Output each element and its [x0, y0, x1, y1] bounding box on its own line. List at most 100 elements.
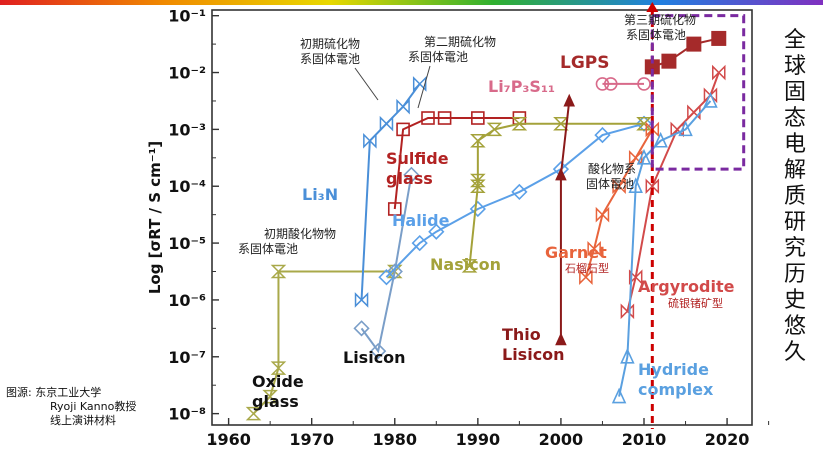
data-point [486, 122, 503, 137]
label-sulfide-glass: Sulfide [386, 149, 449, 168]
data-point [379, 115, 394, 132]
series-line [651, 37, 719, 68]
annot-first-sulfide: 系固体電池 [300, 52, 360, 66]
data-point [262, 389, 278, 404]
data-point [595, 206, 610, 223]
data-point [428, 223, 445, 240]
source-line3: 线上演讲材料 [50, 414, 116, 427]
series-halide [378, 115, 653, 286]
label-oxide-glass: Oxide [252, 372, 304, 391]
label-li7p3s11: Li₇P₃S₁₁ [488, 77, 555, 96]
data-point [470, 173, 486, 188]
y-tick-label: 10⁻⁷ [168, 348, 206, 367]
data-point [636, 148, 652, 165]
data-point [387, 202, 402, 216]
data-point [661, 53, 677, 69]
source-note: 图源: 东京工业大学 Ryoji Kanno教授 线上演讲材料 [6, 386, 136, 428]
label-hydride: Hydride [638, 360, 709, 379]
y-tick-label: 10⁻⁴ [168, 177, 206, 196]
data-point [628, 269, 643, 286]
divider-arrow [646, 2, 659, 12]
y-tick-label: 10⁻⁶ [168, 291, 206, 310]
data-point [396, 98, 410, 115]
label-garnet: Garnet [545, 243, 607, 262]
data-point [628, 177, 643, 194]
highlight-box [650, 14, 746, 171]
data-point [354, 292, 369, 308]
series-line [393, 117, 520, 210]
data-point [469, 200, 486, 218]
data-point [470, 134, 486, 148]
annot-second-sulfide: 第二期硫化物 [424, 34, 496, 49]
series-oxide-glass [245, 264, 403, 421]
y-axis-label: Log [σRT / S cm⁻¹] [146, 141, 164, 294]
source-line1: 东京工业大学 [35, 386, 102, 399]
x-tick-label: 1970 [289, 430, 334, 449]
x-tick-label: 1960 [206, 430, 251, 449]
data-point [386, 263, 403, 280]
series-li3n [354, 76, 427, 308]
series-line [618, 100, 712, 397]
data-point [412, 76, 427, 92]
series-garnet [579, 121, 660, 286]
data-point [645, 121, 660, 138]
data-point [587, 240, 601, 257]
label-halide: Halide [392, 211, 450, 230]
data-point [555, 332, 567, 346]
data-point [553, 116, 569, 131]
data-point [628, 149, 643, 166]
data-point [611, 387, 627, 404]
annot-first-oxide: 初期酸化物物 [264, 226, 336, 241]
series-thio-lisicon [555, 93, 576, 346]
data-point [471, 111, 485, 125]
label-garnet-cn: 石榴石型 [565, 261, 609, 275]
data-point [270, 264, 287, 279]
data-point [511, 183, 528, 201]
annot-first-sulfide: 初期硫化物 [300, 36, 360, 51]
data-point [637, 77, 651, 91]
x-tick-label: 2000 [539, 430, 584, 449]
annot-first-oxide: 系固体電池 [238, 242, 298, 256]
series-lisicon [353, 166, 420, 360]
y-tick-label: 10⁻³ [168, 120, 206, 139]
label-sulfide-glass: glass [386, 169, 433, 188]
label-hydride: complex [638, 380, 714, 399]
data-point [378, 269, 395, 286]
x-tick-label: 1990 [456, 430, 501, 449]
annot-leader [417, 65, 431, 109]
y-tick-label: 10⁻¹ [168, 7, 206, 26]
data-point [403, 166, 420, 183]
data-point [470, 179, 486, 193]
data-point [703, 92, 718, 108]
source-label: 图源: [6, 386, 32, 399]
data-point [353, 320, 370, 337]
data-point [686, 36, 702, 52]
series-line [360, 174, 413, 354]
data-point [612, 178, 626, 195]
data-point [645, 178, 660, 195]
data-point [603, 77, 618, 91]
annot-third-sulfide: 系固体電池 [626, 28, 686, 42]
data-point [579, 269, 593, 286]
series-hydride-complex [611, 92, 718, 404]
data-point [678, 120, 693, 137]
side-title: 全球固态电解质研究历史悠久 [783, 28, 806, 365]
annot-oxide-battery: 固体電池 [586, 177, 634, 191]
data-point [411, 234, 428, 252]
series-sulfide-glass [387, 111, 527, 216]
data-point [396, 122, 410, 137]
y-tick-label: 10⁻² [168, 64, 206, 83]
data-point [245, 406, 262, 421]
y-tick-label: 10⁻⁸ [168, 405, 206, 424]
label-nasicon: Nasicon [430, 255, 501, 274]
label-argyrodite-cn: 硫银锗矿型 [668, 296, 723, 310]
data-point [363, 132, 377, 149]
data-point [437, 111, 452, 125]
data-point [711, 30, 727, 46]
series-li7p3s11 [595, 77, 651, 91]
data-point [563, 93, 576, 107]
data-point [653, 131, 668, 148]
label-lisicon: Lisicon [343, 348, 406, 367]
series-line [385, 122, 645, 278]
